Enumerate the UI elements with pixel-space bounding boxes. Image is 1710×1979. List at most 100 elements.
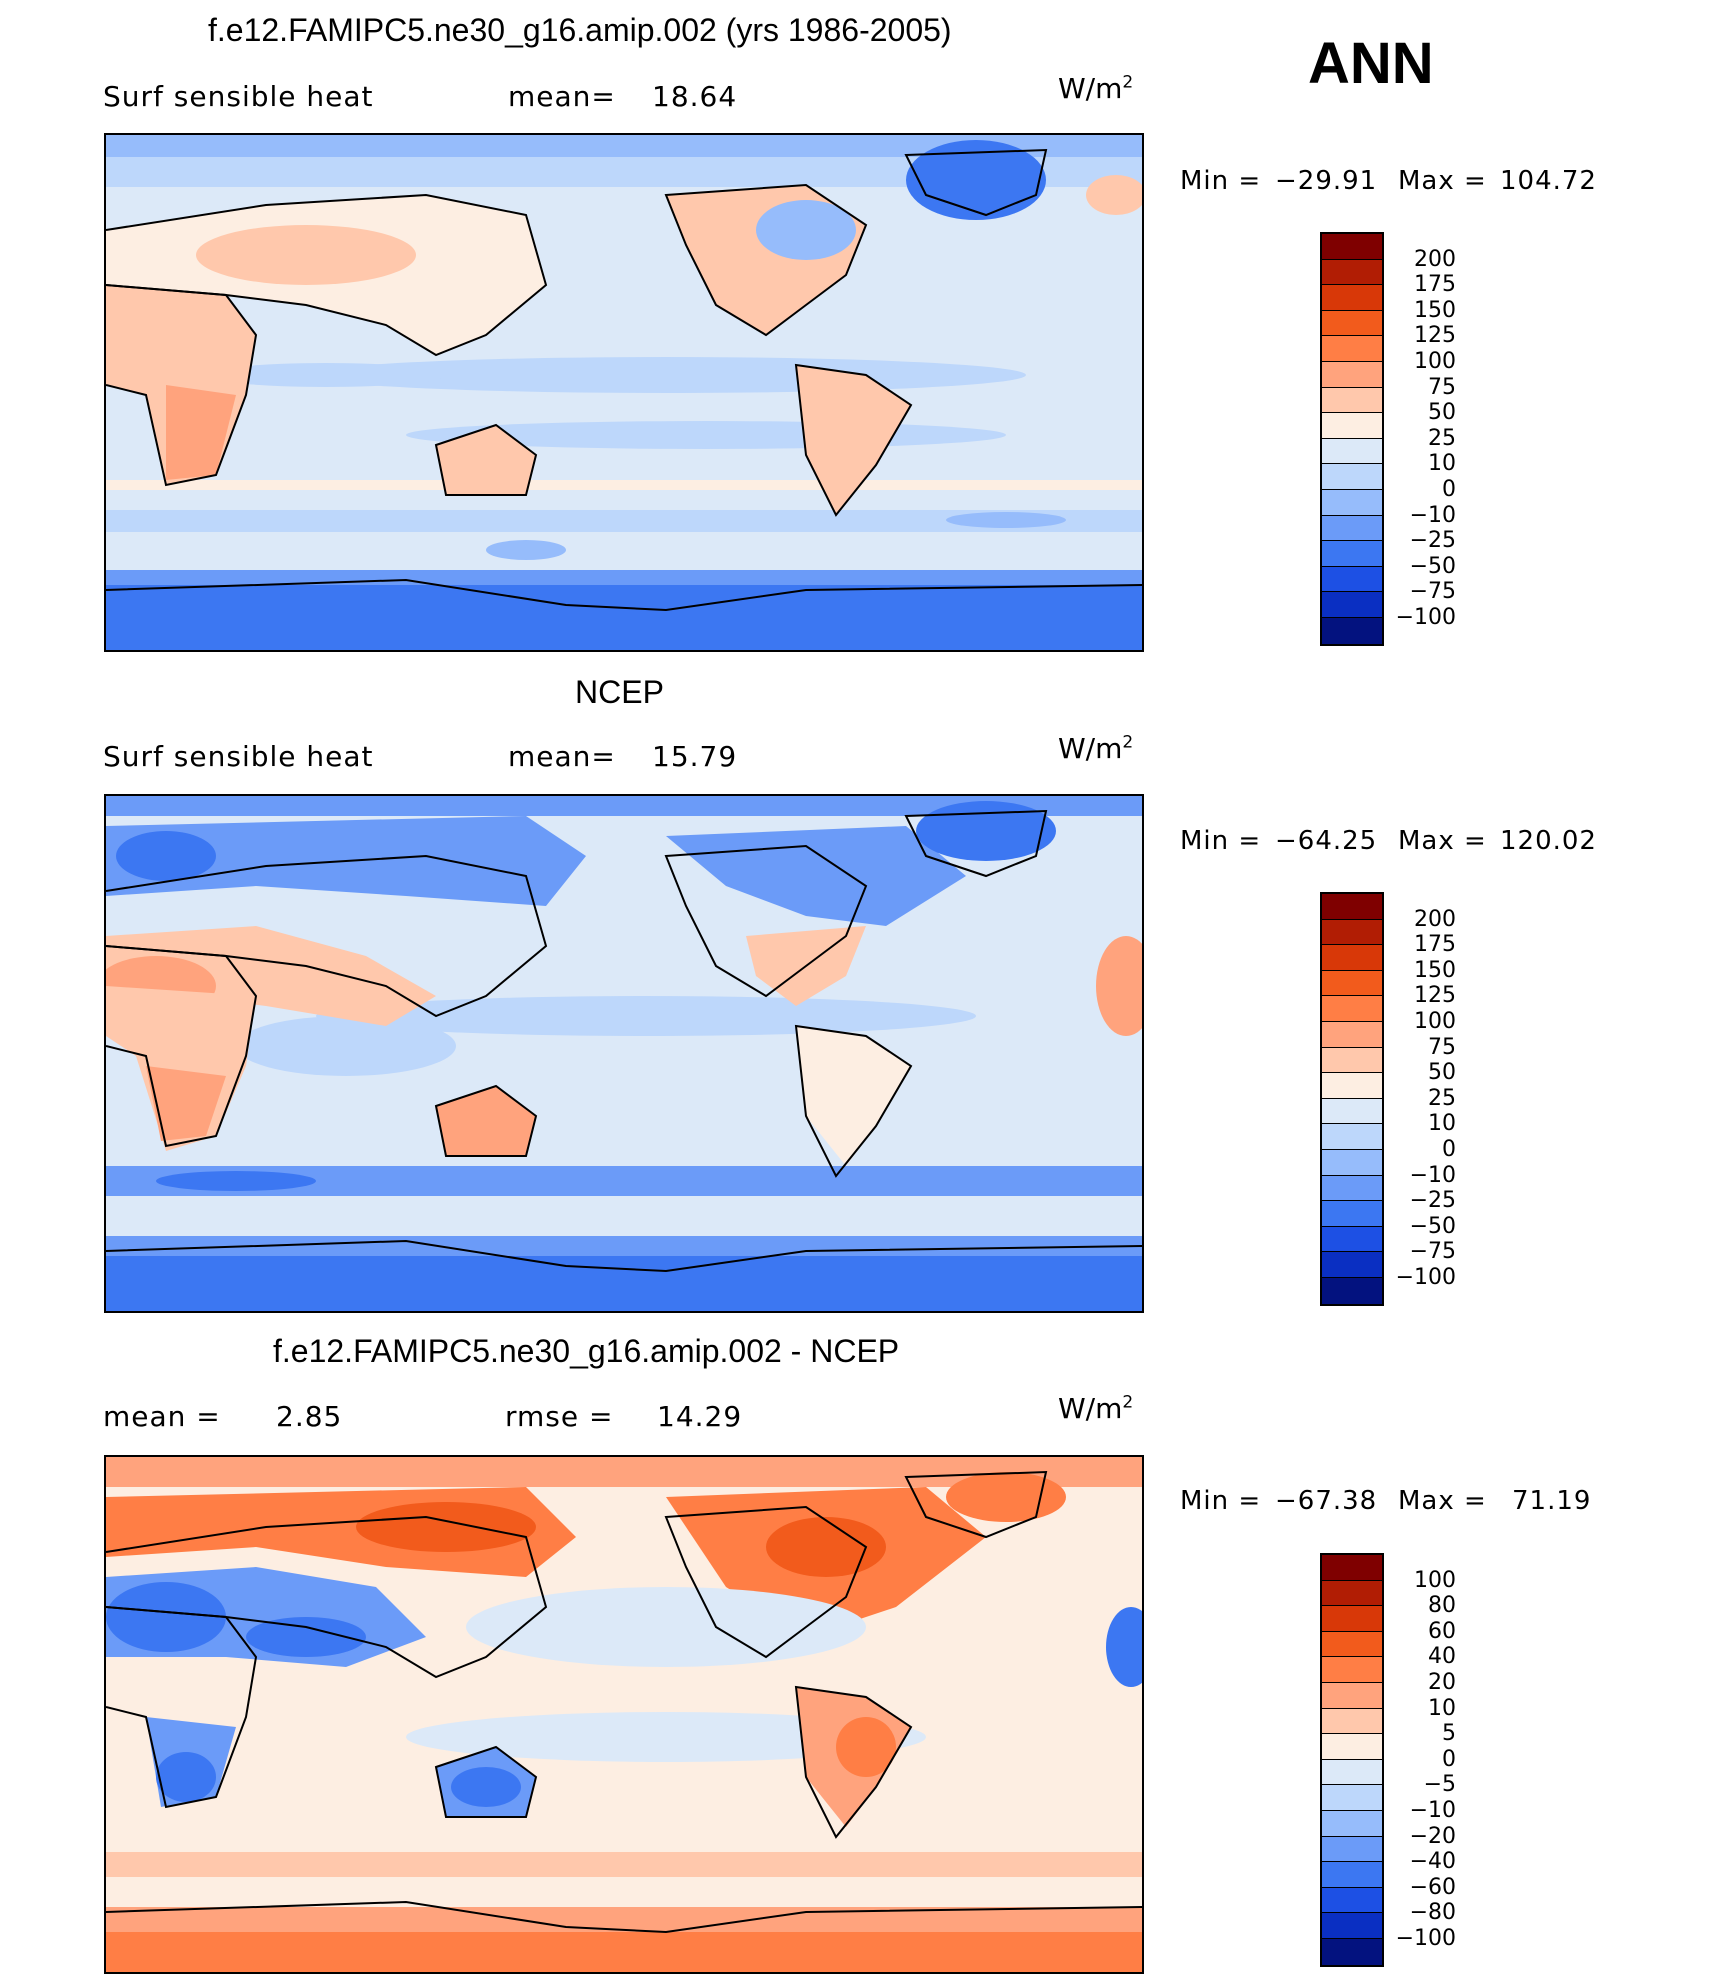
colorbar-tick-label: 75 — [1428, 1034, 1456, 1060]
colorbar-tick-label: 100 — [1414, 1009, 1456, 1034]
colorbar-tick-label: −10 — [1409, 502, 1456, 528]
colorbar-swatch — [1322, 387, 1382, 414]
colorbar-swatch — [1322, 1124, 1382, 1150]
colorbar-swatch — [1322, 1862, 1382, 1888]
panel-1-map — [104, 133, 1144, 652]
panel-3-colorbar — [1320, 1553, 1384, 1967]
panel-3-max-label: Max = — [1398, 1486, 1487, 1516]
panel-3-units: W/m2 — [1058, 1392, 1134, 1425]
colorbar-tick-label: 25 — [1428, 425, 1456, 451]
panel-2-min-label: Min = — [1180, 826, 1262, 856]
colorbar-swatch — [1322, 285, 1382, 311]
colorbar-swatch — [1322, 1149, 1382, 1176]
colorbar-swatch — [1322, 1759, 1382, 1786]
colorbar-swatch — [1322, 361, 1382, 388]
colorbar-tick-label: 60 — [1428, 1618, 1456, 1644]
colorbar-swatch — [1322, 1913, 1382, 1939]
colorbar-tick-label: 10 — [1428, 451, 1456, 477]
colorbar-tick-label: −50 — [1409, 553, 1456, 579]
colorbar-swatch — [1322, 1785, 1382, 1811]
colorbar-swatch — [1322, 945, 1382, 971]
colorbar-swatch — [1322, 1252, 1382, 1278]
panel-2-map — [104, 794, 1144, 1313]
colorbar-tick-label: −80 — [1409, 1900, 1456, 1926]
colorbar-tick-label: 10 — [1428, 1695, 1456, 1721]
colorbar-swatch — [1322, 617, 1382, 644]
panel-3-mean-value: 2.85 — [276, 1400, 343, 1433]
panel-3-min-label: Min = — [1180, 1486, 1262, 1516]
panel-1-title: f.e12.FAMIPC5.ne30_g16.amip.002 (yrs 198… — [208, 12, 952, 48]
colorbar-tick-label: 20 — [1428, 1670, 1456, 1695]
colorbar-swatch — [1322, 1810, 1382, 1837]
colorbar-tick-label: −75 — [1409, 579, 1456, 605]
colorbar-tick-label: 125 — [1414, 323, 1456, 349]
colorbar-swatch — [1322, 1734, 1382, 1760]
panel-1-units: W/m2 — [1058, 72, 1134, 105]
panel-3-title: f.e12.FAMIPC5.ne30_g16.amip.002 - NCEP — [273, 1333, 900, 1369]
colorbar-tick-label: −40 — [1409, 1849, 1456, 1875]
colorbar-tick-label: −10 — [1409, 1798, 1456, 1823]
panel-3-rmse-value: 14.29 — [657, 1400, 743, 1433]
panel-3-map — [104, 1455, 1144, 1974]
colorbar-tick-label: −20 — [1409, 1823, 1456, 1849]
season-label: ANN — [1308, 31, 1434, 96]
panel-2-mean-value: 15.79 — [652, 740, 738, 773]
colorbar-swatch — [1322, 1606, 1382, 1632]
colorbar-swatch — [1322, 1175, 1382, 1202]
panel-1-max-label: Max = — [1398, 166, 1487, 196]
colorbar-tick-label: 200 — [1414, 246, 1456, 272]
panel-1-map-svg — [106, 135, 1142, 650]
colorbar-swatch — [1322, 336, 1382, 362]
colorbar-tick-label: 80 — [1428, 1593, 1456, 1619]
colorbar-tick-label: 40 — [1428, 1644, 1456, 1670]
colorbar-tick-label: 25 — [1428, 1085, 1456, 1111]
colorbar-swatch — [1322, 1555, 1382, 1581]
panel-1-variable-label: Surf sensible heat — [103, 80, 374, 113]
colorbar-tick-label: 50 — [1428, 1060, 1456, 1086]
panel-1-mean-label: mean= — [508, 80, 616, 113]
colorbar-swatch — [1322, 234, 1382, 260]
colorbar-swatch — [1322, 592, 1382, 618]
colorbar-tick-label: 150 — [1414, 297, 1456, 323]
colorbar-swatch — [1322, 1938, 1382, 1965]
colorbar-swatch — [1322, 919, 1382, 946]
colorbar-swatch — [1322, 438, 1382, 465]
colorbar-swatch — [1322, 1580, 1382, 1607]
panel-3-rmse-label: rmse = — [505, 1400, 614, 1433]
colorbar-swatch — [1322, 1201, 1382, 1227]
colorbar-tick-label: 5 — [1442, 1721, 1456, 1747]
colorbar-swatch — [1322, 464, 1382, 490]
colorbar-swatch — [1322, 310, 1382, 337]
colorbar-swatch — [1322, 515, 1382, 542]
colorbar-tick-label: −75 — [1409, 1239, 1456, 1265]
colorbar-swatch — [1322, 1021, 1382, 1048]
colorbar-tick-label: 100 — [1414, 349, 1456, 374]
colorbar-tick-label: −100 — [1395, 1926, 1456, 1951]
panel-1-colorbar — [1320, 232, 1384, 646]
colorbar-tick-label: 175 — [1414, 932, 1456, 958]
colorbar-tick-label: 150 — [1414, 957, 1456, 983]
panel-2-variable-label: Surf sensible heat — [103, 740, 374, 773]
panel-1-min-label: Min = — [1180, 166, 1262, 196]
panel-1-mean-value: 18.64 — [652, 80, 738, 113]
panel-2-mean-label: mean= — [508, 740, 616, 773]
colorbar-swatch — [1322, 259, 1382, 286]
colorbar-swatch — [1322, 1631, 1382, 1658]
colorbar-swatch — [1322, 413, 1382, 439]
panel-3-max-value: 71.19 — [1512, 1486, 1592, 1516]
colorbar-tick-label: −10 — [1409, 1162, 1456, 1188]
colorbar-swatch — [1322, 1836, 1382, 1863]
colorbar-tick-label: −25 — [1409, 528, 1456, 554]
colorbar-swatch — [1322, 1098, 1382, 1125]
panel-2-max-label: Max = — [1398, 826, 1487, 856]
colorbar-tick-label: 0 — [1442, 1137, 1456, 1162]
colorbar-tick-label: 50 — [1428, 400, 1456, 426]
colorbar-tick-label: 0 — [1442, 1746, 1456, 1772]
panel-1-min-value: −29.91 — [1275, 166, 1378, 196]
colorbar-swatch — [1322, 1682, 1382, 1709]
colorbar-swatch — [1322, 1657, 1382, 1683]
panel-2-units: W/m2 — [1058, 732, 1134, 765]
colorbar-swatch — [1322, 894, 1382, 920]
colorbar-tick-label: 175 — [1414, 272, 1456, 298]
colorbar-swatch — [1322, 996, 1382, 1022]
